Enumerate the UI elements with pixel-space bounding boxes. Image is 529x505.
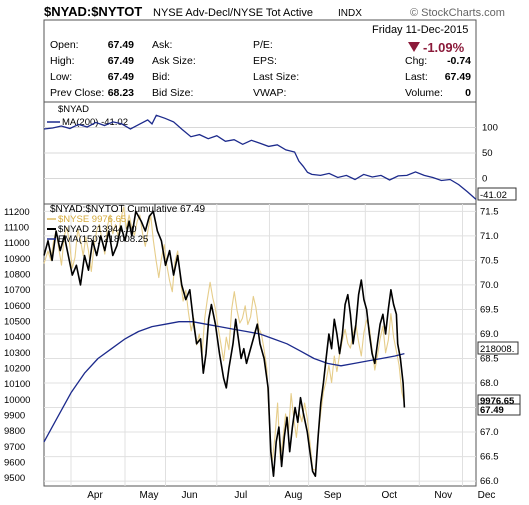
left-ytick-label: 9700	[4, 442, 25, 453]
ask-label: Ask:	[152, 39, 172, 51]
upper-ytick-label: 50	[482, 148, 493, 159]
down-triangle-icon	[408, 42, 420, 52]
upper-ma-line	[43, 114, 477, 200]
prev-close-label: Prev Close:	[50, 87, 104, 99]
lower-legend-title: $NYAD:$NYTOT Cumulative 67.49	[50, 204, 206, 215]
month-label: Apr	[87, 490, 103, 501]
right-ytick-label: 68.5	[480, 353, 499, 364]
upper-legend-title: $NYAD	[58, 104, 89, 115]
left-ytick-label: 10300	[4, 348, 30, 359]
bid-size-label: Bid Size:	[152, 87, 193, 99]
symbol-description: NYSE Adv-Decl/NYSE Tot Active	[153, 7, 313, 19]
lower-legend-nyad: $NYAD 213944.00	[58, 224, 137, 235]
exchange-label: INDX	[338, 8, 362, 19]
volume-value: 0	[465, 87, 471, 99]
low-label: Low:	[50, 71, 72, 83]
right-ytick-label: 69.0	[480, 329, 499, 340]
left-ytick-label: 11100	[4, 223, 29, 234]
ask-size-label: Ask Size:	[152, 55, 196, 67]
left-ytick-label: 9500	[4, 473, 25, 484]
last-value: 67.49	[445, 71, 471, 83]
high-label: High:	[50, 55, 75, 67]
ema-line	[43, 321, 405, 443]
right-ytick-label: 68.0	[480, 378, 499, 389]
right-ytick-label: 70.5	[480, 255, 499, 266]
quote-date: Friday 11-Dec-2015	[372, 24, 468, 36]
nyse-last-value: 9976.65	[480, 396, 515, 407]
right-ytick-label: 66.0	[480, 476, 499, 487]
upper-last-value-box	[477, 187, 517, 201]
right-ytick-label: 71.5	[480, 206, 499, 217]
vwap-label: VWAP:	[253, 87, 286, 99]
symbol-title[interactable]: $NYAD:$NYTOT	[44, 4, 142, 19]
left-ytick-label: 10700	[4, 285, 30, 296]
ema-last-value-box	[477, 341, 519, 355]
left-ytick-label: 10000	[4, 395, 30, 406]
ratio-last-value-box	[477, 403, 521, 416]
last-size-label: Last Size:	[253, 71, 299, 83]
change-percent: -1.09%	[423, 40, 465, 55]
left-ytick-label: 11000	[4, 238, 30, 249]
month-label: Jun	[181, 490, 197, 501]
lower-panel: 11200 11100 11000 10900 10800 10700 10600 10500…	[4, 203, 521, 501]
month-label: Nov	[434, 490, 452, 501]
left-ytick-label: 9900	[4, 411, 25, 422]
quote-box	[43, 19, 477, 103]
left-ytick-label: 11200	[4, 207, 30, 218]
ratio-last-value: 67.49	[480, 405, 504, 416]
left-ytick-label: 10800	[4, 270, 30, 281]
bid-label: Bid:	[152, 71, 170, 83]
upper-ytick-label: 100	[482, 123, 498, 134]
right-ytick-label: 69.5	[480, 304, 499, 315]
month-label: Jul	[234, 490, 247, 501]
month-label: Oct	[382, 490, 398, 501]
eps-label: EPS:	[253, 55, 277, 67]
right-ytick-label: 66.5	[480, 452, 499, 463]
left-ytick-label: 10600	[4, 301, 30, 312]
high-value: 67.49	[108, 55, 134, 67]
month-label: Aug	[285, 490, 303, 501]
month-label: Sep	[324, 490, 342, 501]
upper-last-value: -41.02	[480, 190, 507, 201]
last-label: Last:	[405, 71, 428, 83]
left-ytick-label: 10500	[4, 317, 30, 328]
open-label: Open:	[50, 39, 79, 51]
lower-legend-ema: EMA(150) 218008.25	[58, 234, 148, 245]
left-ytick-label: 10400	[4, 332, 30, 343]
month-label: Dec	[478, 490, 496, 501]
open-value: 67.49	[108, 39, 134, 51]
watermark[interactable]: © StockCharts.com	[410, 7, 505, 19]
left-ytick-label: 9800	[4, 426, 25, 437]
month-label: May	[140, 490, 159, 501]
left-ytick-label: 10900	[4, 254, 30, 265]
ema-last-value: 218008.	[480, 344, 514, 355]
left-ytick-label: 10200	[4, 364, 30, 375]
left-ytick-label: 9600	[4, 458, 25, 469]
upper-ytick-label: 0	[482, 174, 487, 185]
ratio-line	[43, 210, 406, 477]
volume-label: Volume:	[405, 87, 443, 99]
right-ytick-label: 71.0	[480, 231, 499, 242]
chg-value: -0.74	[447, 55, 471, 67]
prev-close-value: 68.23	[108, 87, 134, 99]
chg-label: Chg:	[405, 55, 427, 67]
pe-label: P/E:	[253, 39, 273, 51]
left-ytick-label: 10100	[4, 379, 30, 390]
right-ytick-label: 70.0	[480, 280, 499, 291]
low-value: 67.49	[108, 71, 134, 83]
right-ytick-label: 67.0	[480, 427, 499, 438]
lower-legend-nyse: $NYSE 9976.65	[58, 214, 126, 225]
